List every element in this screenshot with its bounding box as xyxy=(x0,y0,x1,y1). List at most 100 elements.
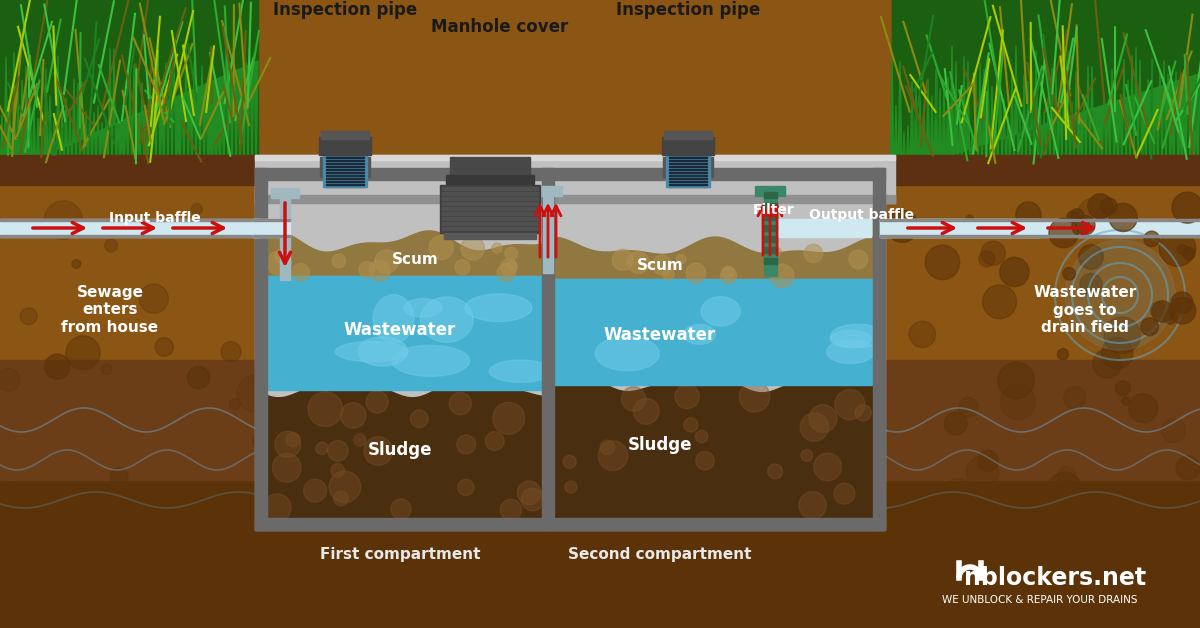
Circle shape xyxy=(1117,558,1129,569)
Bar xyxy=(666,173,710,175)
Circle shape xyxy=(1063,387,1086,409)
Bar xyxy=(323,179,367,181)
Circle shape xyxy=(457,435,475,454)
Circle shape xyxy=(205,506,227,528)
Bar xyxy=(253,219,290,237)
Circle shape xyxy=(665,336,673,345)
Bar xyxy=(880,219,1200,221)
Bar xyxy=(271,188,299,198)
Bar xyxy=(670,145,707,146)
Bar xyxy=(326,181,364,182)
Circle shape xyxy=(1078,198,1108,228)
Circle shape xyxy=(800,450,812,462)
Circle shape xyxy=(1141,487,1152,497)
Circle shape xyxy=(809,404,836,433)
Circle shape xyxy=(508,261,517,270)
Bar xyxy=(323,164,367,166)
Text: Inspection pipe: Inspection pipe xyxy=(616,1,760,19)
Circle shape xyxy=(354,434,366,446)
Bar xyxy=(326,169,364,170)
Bar xyxy=(323,182,367,184)
Circle shape xyxy=(314,326,337,349)
Circle shape xyxy=(20,308,37,325)
Bar xyxy=(442,192,538,195)
Bar xyxy=(323,185,367,187)
Bar xyxy=(666,161,710,163)
Circle shape xyxy=(959,398,978,417)
Circle shape xyxy=(1063,268,1075,280)
Circle shape xyxy=(944,412,967,435)
Text: Wastewater: Wastewater xyxy=(604,326,716,344)
Bar xyxy=(880,219,1040,237)
Circle shape xyxy=(492,243,502,253)
Circle shape xyxy=(355,292,383,319)
Circle shape xyxy=(1072,218,1090,236)
Circle shape xyxy=(1000,257,1030,286)
Circle shape xyxy=(1070,208,1084,222)
Circle shape xyxy=(1176,456,1200,480)
Circle shape xyxy=(229,398,240,409)
Text: Wastewater
goes to
drain field: Wastewater goes to drain field xyxy=(1033,285,1136,335)
Circle shape xyxy=(814,453,841,481)
Text: WE UNBLOCK & REPAIR YOUR DRAINS: WE UNBLOCK & REPAIR YOUR DRAINS xyxy=(942,595,1138,605)
Bar xyxy=(446,175,534,185)
Bar xyxy=(670,160,707,161)
Bar xyxy=(320,157,370,177)
Circle shape xyxy=(834,483,854,504)
Circle shape xyxy=(485,467,505,487)
Circle shape xyxy=(1104,317,1140,354)
Circle shape xyxy=(925,245,960,279)
Bar xyxy=(326,154,364,155)
Circle shape xyxy=(720,268,737,284)
Circle shape xyxy=(598,441,628,470)
Circle shape xyxy=(848,250,868,269)
Circle shape xyxy=(455,260,470,275)
Bar xyxy=(670,178,707,179)
Circle shape xyxy=(949,501,962,513)
Circle shape xyxy=(328,440,348,461)
Bar xyxy=(666,170,710,172)
Circle shape xyxy=(632,377,670,414)
Text: Sludge: Sludge xyxy=(367,441,432,459)
Bar xyxy=(666,158,710,160)
Circle shape xyxy=(263,494,292,522)
Polygon shape xyxy=(266,384,542,518)
Circle shape xyxy=(1102,338,1133,369)
Bar xyxy=(764,247,778,253)
Circle shape xyxy=(1177,245,1187,254)
Circle shape xyxy=(497,264,515,281)
Circle shape xyxy=(1100,198,1117,215)
Circle shape xyxy=(505,247,517,260)
Circle shape xyxy=(430,236,454,259)
Circle shape xyxy=(104,239,118,252)
Circle shape xyxy=(709,308,739,338)
Circle shape xyxy=(271,384,288,401)
Circle shape xyxy=(410,410,428,428)
Circle shape xyxy=(599,524,631,555)
Bar xyxy=(0,480,1200,628)
Bar xyxy=(326,151,364,152)
Ellipse shape xyxy=(490,360,552,382)
Ellipse shape xyxy=(827,340,874,364)
Circle shape xyxy=(808,536,836,564)
Bar xyxy=(666,176,710,178)
Bar xyxy=(666,155,710,157)
Circle shape xyxy=(660,569,688,596)
Circle shape xyxy=(221,342,241,362)
Circle shape xyxy=(716,341,736,361)
Circle shape xyxy=(426,372,440,386)
Text: Sewage
enters
from house: Sewage enters from house xyxy=(61,285,158,335)
Bar xyxy=(670,148,707,149)
Circle shape xyxy=(334,406,361,434)
Bar xyxy=(764,203,778,209)
Text: Scum: Scum xyxy=(637,257,683,273)
Bar xyxy=(666,164,710,166)
Bar xyxy=(670,163,707,164)
Circle shape xyxy=(640,305,671,337)
Bar xyxy=(0,0,258,175)
Circle shape xyxy=(72,259,80,268)
Circle shape xyxy=(1057,467,1076,485)
Circle shape xyxy=(276,475,295,494)
Bar xyxy=(325,177,365,187)
Circle shape xyxy=(689,583,728,622)
